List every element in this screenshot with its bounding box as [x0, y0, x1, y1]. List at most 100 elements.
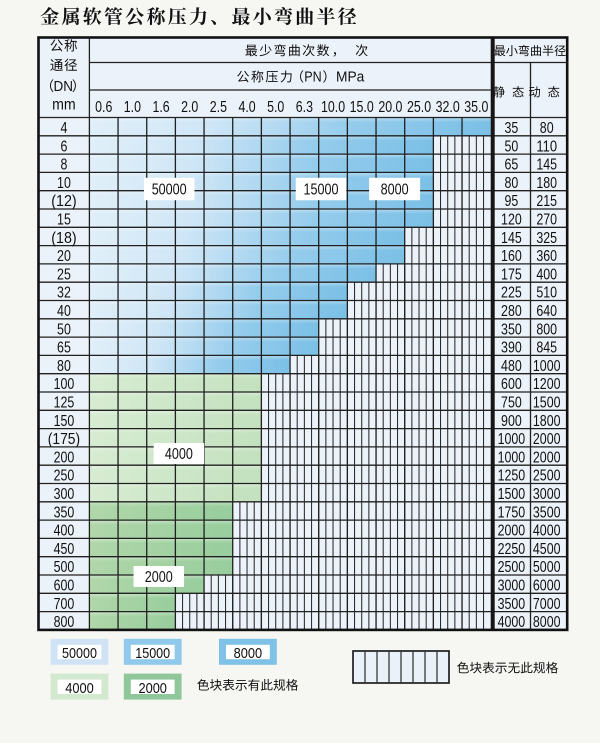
svg-text:175: 175 [501, 266, 522, 283]
svg-text:845: 845 [536, 340, 557, 357]
svg-text:6000: 6000 [533, 577, 561, 594]
svg-text:3000: 3000 [498, 577, 526, 594]
svg-text:2000: 2000 [533, 449, 561, 466]
svg-text:MPa: MPa [336, 70, 365, 86]
svg-text:15000: 15000 [135, 646, 170, 662]
svg-text:15.0: 15.0 [350, 99, 374, 116]
svg-text:5.0: 5.0 [267, 99, 284, 116]
svg-text:350: 350 [54, 504, 75, 521]
svg-text:600: 600 [501, 376, 522, 393]
svg-text:20: 20 [57, 248, 71, 265]
svg-text:4: 4 [61, 120, 68, 137]
svg-text:15000: 15000 [304, 182, 339, 199]
svg-text:400: 400 [536, 266, 557, 283]
svg-text:500: 500 [54, 559, 75, 576]
svg-text:800: 800 [54, 614, 75, 631]
svg-text:1250: 1250 [498, 468, 526, 485]
svg-text:200: 200 [54, 449, 75, 466]
svg-text:8000: 8000 [234, 646, 263, 662]
svg-text:280: 280 [501, 303, 522, 320]
svg-text:0.6: 0.6 [95, 99, 112, 116]
svg-text:1800: 1800 [533, 413, 561, 430]
svg-text:32.0: 32.0 [436, 99, 460, 116]
svg-text:4000: 4000 [498, 614, 526, 631]
svg-text:1000: 1000 [533, 358, 561, 375]
svg-text:8000: 8000 [533, 614, 561, 631]
svg-text:4500: 4500 [533, 541, 561, 558]
svg-text:50000: 50000 [152, 182, 187, 199]
svg-text:35: 35 [505, 120, 519, 137]
svg-text:65: 65 [505, 157, 519, 174]
svg-text:(12): (12) [51, 193, 76, 210]
svg-text:DN: DN [54, 78, 74, 95]
svg-text:50000: 50000 [62, 646, 97, 662]
svg-text:2000: 2000 [145, 569, 173, 586]
svg-text:100: 100 [54, 376, 75, 393]
svg-text:4000: 4000 [65, 681, 94, 697]
svg-text:350: 350 [501, 321, 522, 338]
svg-text:6: 6 [61, 138, 68, 155]
svg-text:2500: 2500 [498, 559, 526, 576]
svg-text:800: 800 [536, 321, 557, 338]
svg-text:8: 8 [61, 157, 68, 174]
svg-text:(175): (175) [48, 431, 80, 448]
svg-text:80: 80 [540, 120, 554, 137]
svg-text:80: 80 [57, 358, 71, 375]
svg-text:700: 700 [54, 596, 75, 613]
svg-text:8000: 8000 [381, 182, 409, 199]
svg-text:1500: 1500 [533, 394, 561, 411]
svg-text:640: 640 [536, 303, 557, 320]
svg-text:480: 480 [501, 358, 522, 375]
svg-text:4000: 4000 [533, 523, 561, 540]
svg-text:145: 145 [536, 157, 557, 174]
svg-text:900: 900 [501, 413, 522, 430]
svg-text:250: 250 [54, 468, 75, 485]
svg-text:3500: 3500 [498, 596, 526, 613]
svg-text:mm: mm [52, 96, 76, 113]
svg-text:110: 110 [536, 138, 557, 155]
svg-text:2000: 2000 [138, 681, 167, 697]
svg-text:125: 125 [54, 394, 75, 411]
svg-text:3000: 3000 [533, 486, 561, 503]
svg-text:360: 360 [536, 248, 557, 265]
svg-text:2000: 2000 [533, 431, 561, 448]
svg-text:325: 325 [536, 230, 557, 247]
svg-text:160: 160 [501, 248, 522, 265]
svg-text:225: 225 [501, 285, 522, 302]
svg-text:400: 400 [54, 523, 75, 540]
svg-text:32: 32 [57, 285, 71, 302]
svg-text:40: 40 [57, 303, 71, 320]
svg-text:270: 270 [536, 211, 557, 228]
svg-text:1000: 1000 [498, 449, 526, 466]
svg-text:2000: 2000 [498, 523, 526, 540]
svg-text:25: 25 [57, 266, 71, 283]
svg-text:4000: 4000 [165, 446, 193, 463]
svg-text:2.0: 2.0 [181, 99, 198, 116]
svg-text:390: 390 [501, 340, 522, 357]
svg-text:120: 120 [501, 211, 522, 228]
svg-text:(18): (18) [51, 230, 76, 247]
svg-text:7000: 7000 [533, 596, 561, 613]
svg-text:35.0: 35.0 [464, 99, 488, 116]
svg-text:300: 300 [54, 486, 75, 503]
svg-text:80: 80 [505, 175, 519, 192]
svg-text:95: 95 [505, 193, 519, 210]
svg-text:510: 510 [536, 285, 557, 302]
svg-text:215: 215 [536, 193, 557, 210]
svg-text:1750: 1750 [498, 504, 526, 521]
svg-text:50: 50 [57, 321, 71, 338]
svg-text:25.0: 25.0 [407, 99, 431, 116]
svg-text:1200: 1200 [533, 376, 561, 393]
svg-text:1500: 1500 [498, 486, 526, 503]
svg-text:450: 450 [54, 541, 75, 558]
svg-text:1.6: 1.6 [152, 99, 169, 116]
svg-text:5000: 5000 [533, 559, 561, 576]
svg-text:4.0: 4.0 [238, 99, 255, 116]
svg-text:3500: 3500 [533, 504, 561, 521]
svg-text:750: 750 [501, 394, 522, 411]
svg-text:50: 50 [505, 138, 519, 155]
svg-text:1000: 1000 [498, 431, 526, 448]
svg-text:180: 180 [536, 175, 557, 192]
svg-text:10.0: 10.0 [321, 99, 345, 116]
svg-text:1.0: 1.0 [124, 99, 141, 116]
